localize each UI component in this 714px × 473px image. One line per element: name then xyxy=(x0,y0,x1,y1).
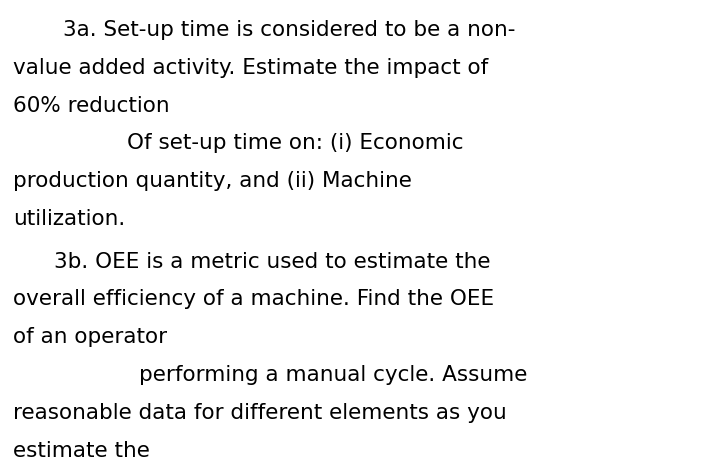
Text: performing a manual cycle. Assume: performing a manual cycle. Assume xyxy=(139,365,528,385)
Text: utilization.: utilization. xyxy=(13,209,125,229)
Text: 60% reduction: 60% reduction xyxy=(13,96,169,115)
Text: reasonable data for different elements as you: reasonable data for different elements a… xyxy=(13,403,507,423)
Text: Of set-up time on: (i) Economic: Of set-up time on: (i) Economic xyxy=(127,133,463,153)
Text: overall efficiency of a machine. Find the OEE: overall efficiency of a machine. Find th… xyxy=(13,289,494,309)
Text: 3a. Set-up time is considered to be a non-: 3a. Set-up time is considered to be a no… xyxy=(63,20,516,40)
Text: of an operator: of an operator xyxy=(13,327,167,347)
Text: value added activity. Estimate the impact of: value added activity. Estimate the impac… xyxy=(13,58,488,78)
Text: production quantity, and (ii) Machine: production quantity, and (ii) Machine xyxy=(13,171,412,191)
Text: 3b. OEE is a metric used to estimate the: 3b. OEE is a metric used to estimate the xyxy=(54,252,490,272)
Text: estimate the: estimate the xyxy=(13,441,150,461)
